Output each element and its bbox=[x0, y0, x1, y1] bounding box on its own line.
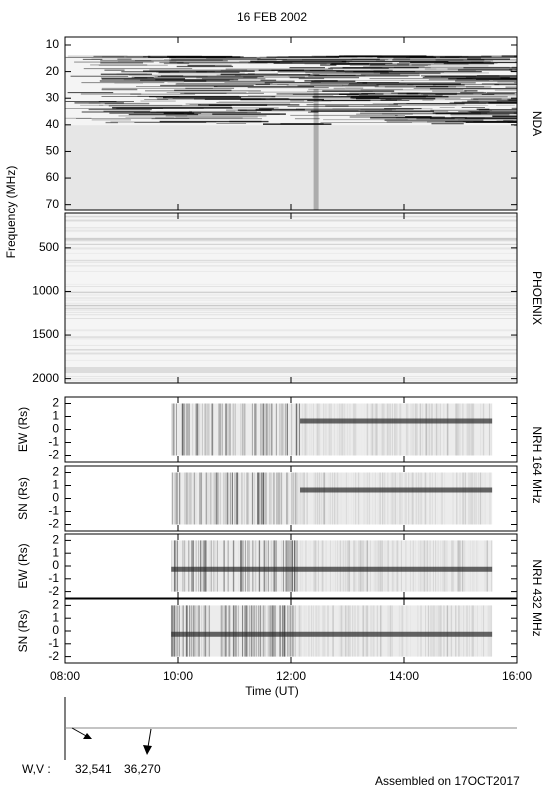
y-tick-label: 1500 bbox=[32, 327, 59, 341]
y-tick-label: 2 bbox=[52, 396, 59, 410]
y-tick-label: 40 bbox=[46, 117, 60, 131]
y-tick-label: -2 bbox=[48, 517, 59, 531]
texture bbox=[171, 605, 493, 657]
panel-label: PHOENIX bbox=[530, 271, 544, 325]
y-tick-label: 30 bbox=[46, 90, 60, 104]
texture bbox=[171, 540, 493, 592]
y-tick-label: 2000 bbox=[32, 371, 59, 385]
panel-label: NDA bbox=[530, 111, 544, 136]
y-tick-label: -2 bbox=[48, 584, 59, 598]
title: 16 FEB 2002 bbox=[237, 10, 307, 24]
panel: 500 1000 1500 2000 PHOENIX bbox=[32, 212, 544, 385]
y-tick-label: 1 bbox=[52, 610, 59, 624]
y-axis-label: EW (Rs) bbox=[16, 407, 30, 452]
y-tick-label: -1 bbox=[48, 571, 59, 585]
y-tick-label: 10 bbox=[46, 37, 60, 51]
x-tick-label: 08:00 bbox=[50, 669, 80, 683]
x-axis-label: Time (UT) bbox=[245, 684, 299, 698]
y-tick-label: 0 bbox=[52, 558, 59, 572]
texture bbox=[65, 367, 517, 373]
wv-label: W,V : bbox=[22, 762, 51, 776]
y-axis-label: SN (Rs) bbox=[16, 477, 30, 520]
group-label: NRH 432 MHz bbox=[530, 559, 544, 636]
y-tick-label: 0 bbox=[52, 623, 59, 637]
y-tick-label: 2 bbox=[52, 598, 59, 612]
y-tick-label: 0 bbox=[52, 422, 59, 436]
x-tick-label: 16:00 bbox=[502, 669, 532, 683]
y-tick-label: -1 bbox=[48, 636, 59, 650]
y-tick-label: 70 bbox=[46, 197, 60, 211]
x-tick-label: 12:00 bbox=[276, 669, 306, 683]
y-tick-label: 0 bbox=[52, 491, 59, 505]
y-tick-label: 60 bbox=[46, 170, 60, 184]
y-tick-label: 20 bbox=[46, 64, 60, 78]
footer-panel bbox=[64, 697, 517, 760]
y-tick-label: 500 bbox=[39, 240, 59, 254]
y-tick-label: 2 bbox=[52, 533, 59, 547]
texture bbox=[171, 403, 493, 456]
y-tick-label: 1000 bbox=[32, 284, 59, 298]
y-tick-label: -2 bbox=[48, 649, 59, 663]
y-axis-label: Frequency (MHz) bbox=[4, 166, 18, 259]
y-axis-label: SN (Rs) bbox=[16, 610, 30, 653]
x-tick-label: 10:00 bbox=[163, 669, 193, 683]
texture bbox=[65, 213, 517, 383]
y-tick-label: -2 bbox=[48, 448, 59, 462]
y-tick-label: 50 bbox=[46, 144, 60, 158]
y-tick-label: 1 bbox=[52, 409, 59, 423]
wv-value: 32,541 bbox=[75, 762, 112, 776]
y-tick-label: 1 bbox=[52, 478, 59, 492]
y-tick-label: -1 bbox=[48, 435, 59, 449]
texture bbox=[171, 472, 493, 525]
x-tick-label: 14:00 bbox=[389, 669, 419, 683]
y-tick-label: -1 bbox=[48, 504, 59, 518]
texture bbox=[313, 88, 319, 210]
assembled-note: Assembled on 17OCT2017 bbox=[375, 774, 520, 788]
y-tick-label: 2 bbox=[52, 465, 59, 479]
y-tick-label: 1 bbox=[52, 545, 59, 559]
y-axis-label: EW (Rs) bbox=[16, 543, 30, 588]
wv-value: 36,270 bbox=[124, 762, 161, 776]
group-label: NRH 164 MHz bbox=[530, 426, 544, 503]
panel: 10 20 30 40 50 60 70 NDA bbox=[46, 36, 544, 211]
